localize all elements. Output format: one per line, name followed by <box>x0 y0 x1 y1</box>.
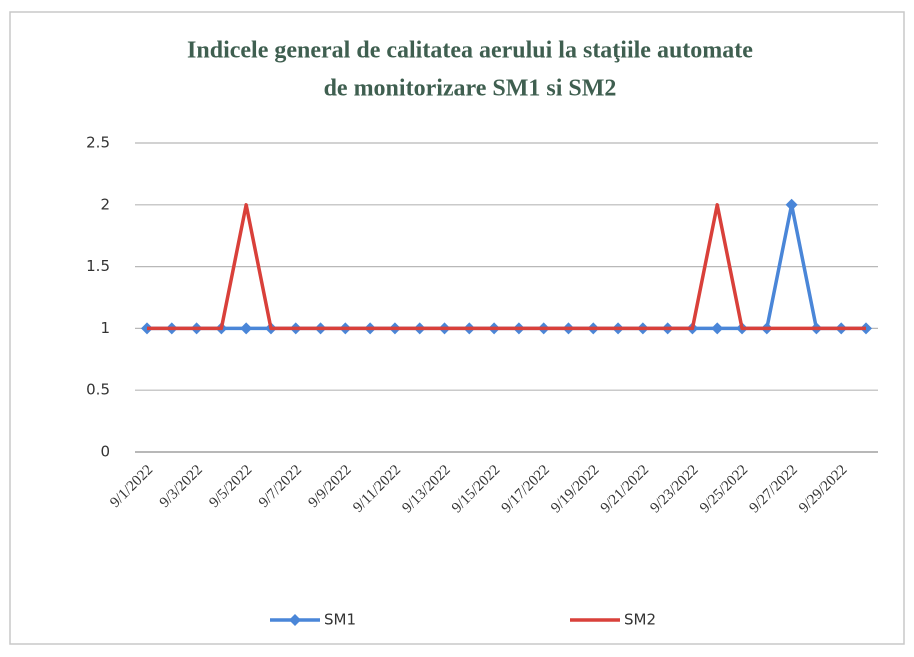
y-tick-label: 2 <box>100 195 110 213</box>
y-tick-label: 2.5 <box>86 134 110 152</box>
legend-label: SM1 <box>324 611 356 629</box>
legend-label: SM2 <box>624 611 656 629</box>
data-point <box>240 322 253 335</box>
data-point <box>711 322 724 335</box>
chart-title: Indicele general de calitatea aerului la… <box>187 38 753 64</box>
y-tick-label: 0.5 <box>86 381 110 399</box>
y-tick-label: 1.5 <box>86 257 110 275</box>
y-tick-label: 1 <box>100 319 110 337</box>
y-tick-label: 0 <box>100 443 110 461</box>
chart-title: de monitorizare SM1 si SM2 <box>324 76 617 102</box>
legend-marker <box>289 614 301 626</box>
data-point <box>785 198 798 211</box>
series-line <box>147 203 866 331</box>
